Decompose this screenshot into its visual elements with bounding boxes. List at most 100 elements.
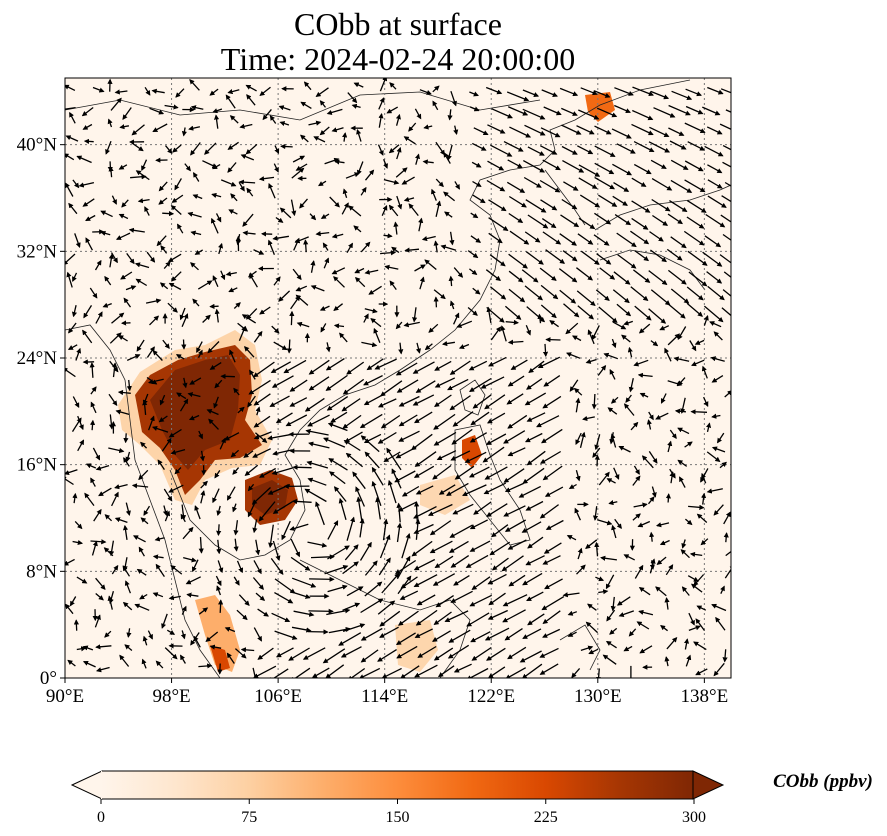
wind-arrow [329, 196, 340, 208]
wind-arrow [373, 327, 381, 344]
wind-arrow [526, 378, 543, 390]
wind-arrow [720, 585, 725, 594]
wind-arrow [230, 449, 240, 458]
wind-arrow [162, 339, 170, 350]
wind-arrow [199, 450, 206, 462]
wind-arrow [147, 630, 153, 640]
lon-tick-label: 122°E [467, 686, 515, 707]
wind-arrow [95, 464, 110, 471]
wind-arrow [445, 482, 469, 496]
wind-arrow [159, 282, 169, 290]
wind-arrow [650, 159, 667, 169]
wind-arrow [636, 621, 650, 630]
wind-arrow [656, 556, 667, 565]
wind-arrow [613, 467, 620, 480]
wind-arrow [108, 253, 114, 268]
wind-arrow [323, 437, 346, 448]
wind-arrow [434, 394, 452, 407]
wind-arrow [225, 94, 236, 109]
wind-arrow [293, 610, 315, 617]
wind-arrow [398, 414, 418, 427]
wind-arrow [77, 439, 85, 452]
wind-arrow [341, 398, 361, 412]
wind-arrow [638, 587, 651, 596]
wind-arrow [216, 505, 222, 517]
wind-arrow [403, 196, 415, 202]
wind-arrow [356, 129, 362, 142]
wind-arrow [545, 249, 566, 264]
map-subtitle-time: Time: 2024-02-24 20:00:00 [220, 41, 576, 77]
wind-arrow [413, 574, 438, 588]
wind-arrow [89, 362, 95, 378]
wind-arrow [470, 631, 491, 643]
wind-arrow [395, 362, 418, 376]
wind-arrow [136, 568, 147, 576]
wind-arrow [711, 375, 724, 383]
wind-arrow [465, 554, 489, 568]
wind-arrow [567, 631, 577, 637]
lat-tick-label: 24°N [17, 348, 58, 369]
wind-arrow [244, 464, 259, 476]
wind-arrow [245, 143, 258, 155]
wind-arrow [612, 163, 633, 176]
wind-arrow [397, 610, 419, 626]
wind-arrow [647, 496, 655, 505]
wind-arrow [211, 164, 221, 170]
wind-arrow [397, 575, 412, 595]
wind-arrow [185, 576, 201, 585]
wind-arrow [468, 466, 490, 478]
wind-arrow [684, 441, 693, 448]
wind-arrow [424, 343, 433, 351]
wind-arrow [160, 245, 168, 254]
wind-arrow [289, 310, 295, 326]
wind-arrow [577, 233, 594, 245]
wind-arrow [587, 329, 595, 345]
wind-arrow [304, 488, 327, 503]
wind-arrow [435, 141, 445, 156]
wind-arrow [438, 484, 456, 495]
wind-arrow [109, 332, 122, 344]
wind-arrow [278, 105, 291, 111]
wind-arrow [346, 586, 364, 597]
wind-arrow [149, 315, 160, 326]
colorbar-extend-min [70, 770, 103, 800]
wind-arrow [75, 347, 82, 361]
wind-arrow [435, 200, 442, 217]
wind-arrow [525, 555, 545, 566]
wind-arrow [568, 483, 577, 490]
wind-arrow [259, 86, 271, 97]
wind-arrow [542, 555, 561, 565]
wind-arrow [507, 159, 523, 169]
wind-arrow [637, 520, 651, 528]
wind-arrow [175, 354, 185, 360]
wind-arrow [327, 584, 348, 593]
wind-arrow [687, 575, 699, 582]
wind-arrow [503, 430, 526, 444]
wind-arrow [89, 419, 96, 431]
wind-arrow [213, 114, 220, 129]
wind-arrow [395, 632, 416, 645]
wind-arrow [364, 451, 380, 469]
wind-arrow [616, 303, 632, 317]
lat-tick-label: 8°N [26, 561, 57, 582]
wind-arrow [377, 144, 384, 156]
wind-arrow [486, 412, 506, 424]
wind-arrow [711, 446, 726, 453]
wind-arrow [100, 230, 111, 236]
plume-sumatra-core [210, 645, 230, 672]
wind-arrow [360, 435, 380, 453]
wind-arrow [182, 526, 194, 540]
wind-arrow [224, 626, 236, 633]
wind-arrow [504, 519, 527, 532]
wind-arrow [688, 612, 695, 626]
wind-arrow [577, 145, 594, 155]
wind-arrow [319, 100, 327, 108]
wind-arrow [180, 630, 186, 640]
wind-arrow [371, 466, 384, 486]
wind-arrow [258, 467, 277, 478]
wind-arrow [228, 209, 238, 215]
wind-arrow [452, 503, 474, 515]
wind-arrow [540, 304, 557, 319]
wind-arrow [433, 289, 446, 300]
wind-arrow [594, 176, 615, 190]
